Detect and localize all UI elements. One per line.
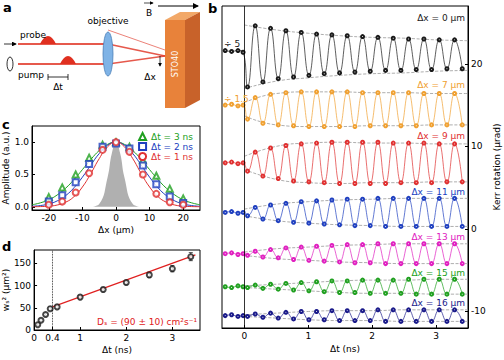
svg-text:10: 10 — [471, 141, 483, 151]
svg-text:Δt = 3 ns: Δt = 3 ns — [151, 132, 193, 142]
svg-text:d: d — [2, 239, 11, 254]
svg-text:÷ 1.5: ÷ 1.5 — [224, 94, 249, 104]
svg-text:50: 50 — [20, 303, 32, 313]
svg-text:Δt = 1 ns: Δt = 1 ns — [151, 152, 193, 162]
svg-text:0.0: 0.0 — [15, 202, 30, 212]
svg-text:Δx = 16 μm: Δx = 16 μm — [411, 298, 465, 308]
svg-text:b: b — [208, 1, 217, 16]
svg-text:B: B — [146, 8, 152, 18]
svg-text:Δx (μm): Δx (μm) — [98, 225, 134, 235]
svg-text:20: 20 — [177, 213, 189, 223]
svg-text:3: 3 — [169, 333, 175, 343]
svg-text:Δt = 2 ns: Δt = 2 ns — [151, 142, 193, 152]
svg-text:÷ 5: ÷ 5 — [224, 39, 240, 49]
svg-text:Δx = 9 μm: Δx = 9 μm — [417, 131, 465, 141]
svg-text:100: 100 — [14, 281, 31, 291]
svg-text:Δx = 7 μm: Δx = 7 μm — [417, 80, 465, 90]
svg-text:2: 2 — [123, 333, 129, 343]
svg-text:STO40: STO40 — [171, 51, 180, 77]
svg-text:-10: -10 — [75, 213, 90, 223]
svg-text:-20: -20 — [41, 213, 56, 223]
svg-text:Dₛ = (90 ± 10) cm²s⁻¹: Dₛ = (90 ± 10) cm²s⁻¹ — [97, 317, 197, 327]
svg-text:Δt (ns): Δt (ns) — [102, 345, 132, 355]
svg-text:0.5: 0.5 — [15, 169, 29, 179]
svg-text:3: 3 — [433, 331, 439, 341]
svg-text:Δx = 15 μm: Δx = 15 μm — [411, 268, 465, 278]
svg-text:Δx = 11 μm: Δx = 11 μm — [411, 187, 465, 197]
svg-text:10: 10 — [144, 213, 156, 223]
svg-text:probe: probe — [20, 30, 46, 40]
svg-text:-10: -10 — [471, 306, 486, 316]
svg-text:0: 0 — [25, 325, 32, 335]
svg-text:2: 2 — [369, 331, 375, 341]
svg-text:1.0: 1.0 — [15, 137, 30, 147]
svg-text:0.4: 0.4 — [45, 333, 60, 343]
svg-text:Kerr rotation (μrad): Kerr rotation (μrad) — [492, 124, 502, 211]
svg-text:c: c — [2, 117, 10, 132]
svg-text:objective: objective — [87, 16, 129, 26]
svg-text:0: 0 — [241, 331, 247, 341]
svg-text:a: a — [3, 0, 12, 15]
svg-text:150: 150 — [14, 258, 31, 268]
svg-text:Δx = 13 μm: Δx = 13 μm — [411, 232, 465, 242]
svg-text:0: 0 — [471, 224, 477, 234]
svg-text:Amplitude (a.u.): Amplitude (a.u.) — [1, 132, 11, 205]
svg-text:pump: pump — [18, 70, 44, 80]
svg-text:Δt (ns): Δt (ns) — [330, 344, 360, 354]
svg-text:0: 0 — [113, 213, 119, 223]
svg-text:1: 1 — [77, 333, 83, 343]
svg-text:Δt: Δt — [53, 82, 63, 92]
svg-text:Δx = 0 μm: Δx = 0 μm — [417, 13, 465, 23]
svg-text:20: 20 — [471, 59, 483, 69]
svg-text:wₛ² (μm²): wₛ² (μm²) — [1, 269, 11, 311]
svg-text:0: 0 — [31, 333, 37, 343]
svg-text:Δx: Δx — [144, 72, 156, 82]
svg-text:1: 1 — [305, 331, 311, 341]
